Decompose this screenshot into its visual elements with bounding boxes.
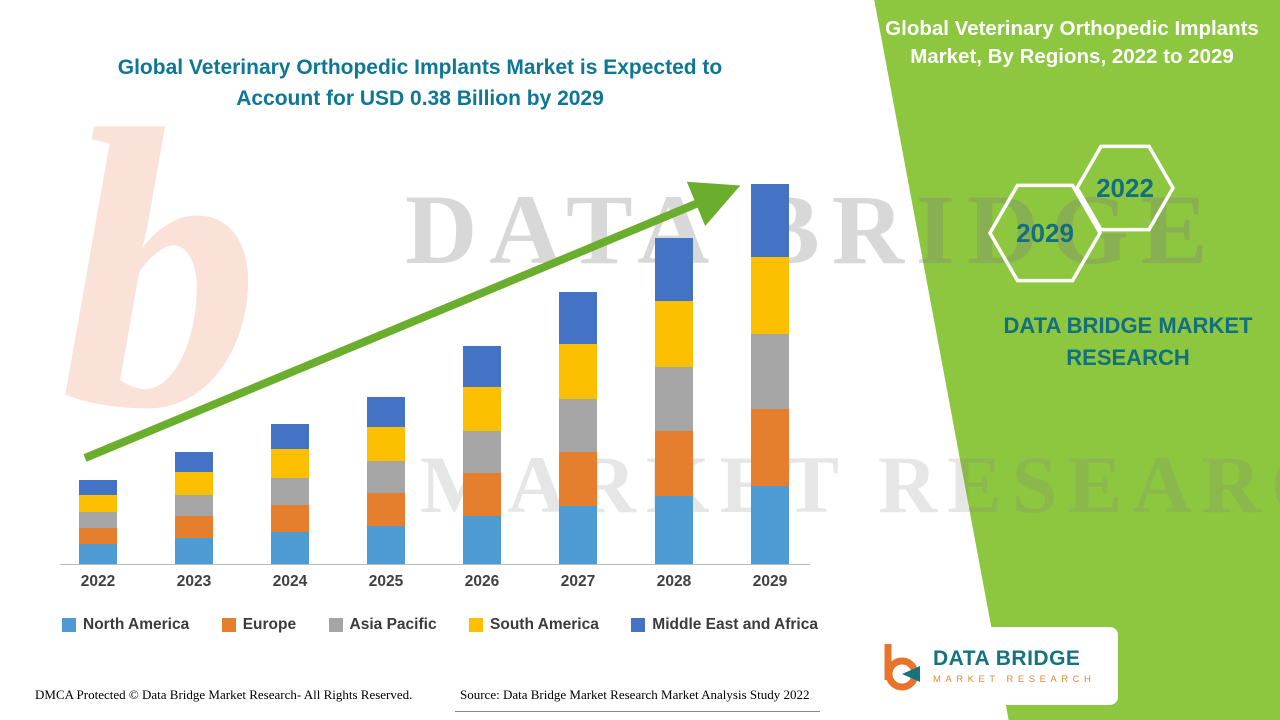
hexagon-2022-label: 2022 [1096, 173, 1154, 203]
legend-label: South America [490, 616, 599, 633]
bar-segment-2028-middle-east-and-africa [655, 238, 693, 301]
bar-segment-2022-middle-east-and-africa [79, 480, 117, 495]
legend-item-north-america: North America [62, 616, 189, 634]
x-axis-label-2027: 2027 [560, 573, 596, 590]
x-axis-label-2024: 2024 [272, 573, 308, 590]
databridge-logo-icon [884, 644, 920, 691]
bar-segment-2023-south-america [175, 472, 213, 495]
bar-segment-2029-middle-east-and-africa [751, 184, 789, 257]
x-axis-label-2029: 2029 [752, 573, 788, 590]
legend-label: Middle East and Africa [652, 616, 818, 633]
bar-segment-2026-asia-pacific [463, 431, 501, 473]
hexagon-2029-label: 2029 [1016, 218, 1074, 248]
logo-text: DATA BRIDGE MARKET RESEARCH [933, 647, 1095, 685]
bar-segment-2025-europe [367, 493, 405, 526]
legend-swatch [631, 618, 646, 632]
legend-swatch [221, 618, 236, 632]
bar-segment-2023-asia-pacific [175, 495, 213, 516]
bar-segment-2023-north-america [175, 538, 213, 564]
bar-segment-2027-europe [559, 452, 597, 506]
bar-segment-2029-europe [751, 409, 789, 486]
brand-text: DATA BRIDGE MARKET RESEARCH [995, 310, 1261, 374]
logo-card: DATA BRIDGE MARKET RESEARCH [864, 627, 1118, 705]
trend-arrow [83, 181, 741, 462]
legend-swatch [328, 618, 343, 632]
bar-segment-2028-europe [655, 431, 693, 496]
bar-segment-2022-asia-pacific [79, 512, 117, 528]
bar-segment-2025-middle-east-and-africa [367, 397, 405, 427]
bar-segment-2027-middle-east-and-africa [559, 292, 597, 344]
legend-item-asia-pacific: Asia Pacific [328, 616, 437, 634]
bar-2027 [559, 292, 597, 564]
bar-2026 [463, 346, 501, 564]
hexagons: 2022 2029 [987, 144, 1176, 283]
bar-2024 [271, 424, 309, 564]
bar-2023 [175, 452, 213, 564]
x-axis-labels: 2022 2023 2024 2025 2026 2027 2028 2029 [55, 573, 815, 597]
bar-segment-2024-south-america [271, 449, 309, 478]
dmca-notice: DMCA Protected © Data Bridge Market Rese… [35, 687, 413, 702]
legend-swatch [62, 618, 76, 632]
bar-segment-2025-north-america [367, 526, 405, 564]
panel-heading: Global Veterinary Orthopedic Implants Ma… [885, 17, 1259, 68]
bar-segment-2025-asia-pacific [367, 461, 405, 493]
bar-segment-2022-north-america [79, 544, 117, 564]
bar-2025 [367, 397, 405, 564]
x-axis-label-2022: 2022 [80, 573, 116, 590]
footer-divider [455, 711, 820, 712]
x-axis-label-2023: 2023 [176, 573, 212, 590]
hexagon-2029-shape [987, 183, 1103, 283]
logo-name: DATA BRIDGE [933, 647, 1081, 670]
bar-segment-2023-middle-east-and-africa [175, 452, 213, 472]
chart-title-line1: Global Veterinary Orthopedic Implants Ma… [117, 56, 723, 79]
bar-segment-2027-south-america [559, 344, 597, 399]
bar-segment-2028-north-america [655, 496, 693, 564]
bar-segment-2029-asia-pacific [751, 334, 789, 409]
bar-2028 [655, 238, 693, 564]
bar-segment-2029-north-america [751, 486, 789, 564]
bar-segment-2026-middle-east-and-africa [463, 346, 501, 387]
brand-text-line2: RESEARCH [1066, 345, 1190, 370]
chart-title: Global Veterinary Orthopedic Implants Ma… [80, 52, 760, 114]
bar-segment-2027-asia-pacific [559, 399, 597, 452]
bar-segment-2024-europe [271, 505, 309, 532]
stacked-bar-chart: 2022 2023 2024 2025 2026 2027 2028 2029 [55, 165, 815, 590]
bar-segment-2022-south-america [79, 495, 117, 512]
legend-label: North America [83, 616, 190, 633]
legend-item-middle-east-and-africa: Middle East and Africa [631, 616, 818, 634]
bar-segment-2026-north-america [463, 516, 501, 564]
source-note: Source: Data Bridge Market Research Mark… [460, 687, 810, 702]
x-axis-label-2026: 2026 [464, 573, 500, 590]
logo-subtitle: MARKET RESEARCH [933, 674, 1096, 685]
bar-2029 [751, 184, 789, 564]
hexagon-2022-shape [1074, 144, 1176, 232]
legend-item-south-america: South America [469, 616, 599, 634]
brand-text-line1: DATA BRIDGE MARKET [1003, 313, 1253, 338]
bar-segment-2024-middle-east-and-africa [271, 424, 309, 449]
chart-legend: North America Europe Asia Pacific South Ame… [62, 616, 818, 634]
chart-title-line2: Account for USD 0.38 Billion by 2029 [236, 87, 604, 110]
legend-item-europe: Europe [221, 616, 297, 634]
bar-segment-2028-asia-pacific [655, 367, 693, 431]
bar-segment-2029-south-america [751, 257, 789, 334]
bar-2022 [79, 480, 117, 564]
bar-segment-2022-europe [79, 528, 117, 544]
bar-segment-2026-europe [463, 473, 501, 516]
bar-segment-2023-europe [175, 516, 213, 538]
bar-segment-2024-north-america [271, 532, 309, 564]
x-axis-label-2028: 2028 [656, 573, 692, 590]
bar-segment-2026-south-america [463, 387, 501, 431]
bar-segment-2024-asia-pacific [271, 478, 309, 505]
legend-label: Europe [242, 616, 297, 633]
legend-swatch [469, 618, 484, 632]
legend-label: Asia Pacific [349, 616, 437, 633]
x-axis-label-2025: 2025 [368, 573, 404, 590]
bar-segment-2028-south-america [655, 301, 693, 367]
bar-segment-2025-south-america [367, 427, 405, 461]
x-axis-line [60, 564, 810, 565]
bar-segment-2027-north-america [559, 506, 597, 564]
